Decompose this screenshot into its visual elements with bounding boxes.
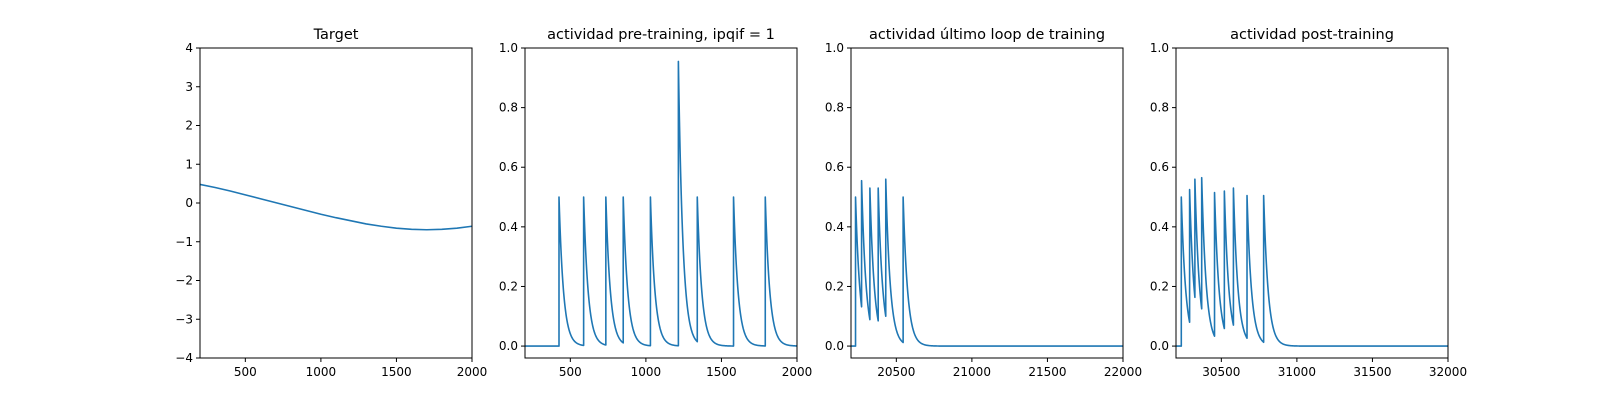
- x-tick-label: 1500: [381, 365, 412, 379]
- series-line: [525, 60, 797, 347]
- y-tick-label: 0.6: [499, 160, 518, 174]
- last-training-loop-panel: actividad último loop de training 20500 2…: [825, 27, 1142, 379]
- panel-title: actividad pre-training, ipqif = 1: [547, 27, 775, 43]
- panel-title: Target: [313, 27, 359, 43]
- y-tick-label: 1: [185, 157, 193, 171]
- post-training-panel: actividad post-training 30500 31000 31500 3…: [1150, 27, 1467, 379]
- x-tick-label: 21000: [953, 365, 991, 379]
- x-tick-label: 2000: [782, 365, 813, 379]
- x-tick-label: 1500: [706, 365, 737, 379]
- y-tick-label: 0.4: [499, 220, 518, 234]
- x-tick-label: 22000: [1104, 365, 1142, 379]
- y-tick-label: 1.0: [499, 41, 518, 55]
- y-tick-label: −4: [175, 351, 193, 365]
- plot-area: 20500 21000 21500 22000 0.0 0.2 0.4 0.6 0.8 1.0: [825, 41, 1142, 379]
- y-tick-label: −1: [175, 235, 193, 249]
- x-tick-label: 21500: [1028, 365, 1066, 379]
- plot-area: 500 1000 1500 2000 −4 −3 −2 −1 0 1 2 3 4: [175, 41, 487, 379]
- y-tick-label: 0.8: [1150, 101, 1169, 115]
- y-tick-label: 0.2: [499, 279, 518, 293]
- plot-area: 30500 31000 31500 32000 0.0 0.2 0.4 0.6 0.8 1.0: [1150, 41, 1467, 379]
- series-line: [200, 183, 472, 231]
- x-tick-label: 31500: [1353, 365, 1391, 379]
- series-line: [1176, 176, 1448, 347]
- x-tick-label: 31000: [1278, 365, 1316, 379]
- panel-title: actividad post-training: [1230, 27, 1394, 43]
- x-tick-label: 500: [234, 365, 257, 379]
- y-tick-label: 0.6: [825, 160, 844, 174]
- y-tick-label: 0.4: [825, 220, 844, 234]
- axes-frame: [524, 47, 798, 359]
- x-tick-label: 1000: [306, 365, 337, 379]
- series-line: [851, 178, 1123, 347]
- x-tick-label: 32000: [1429, 365, 1467, 379]
- y-tick-label: 4: [185, 41, 193, 55]
- x-tick-label: 20500: [877, 365, 915, 379]
- y-tick-label: 0.0: [825, 339, 844, 353]
- x-tick-label: 2000: [457, 365, 488, 379]
- y-tick-label: −3: [175, 312, 193, 326]
- y-tick-label: 0.2: [1150, 279, 1169, 293]
- axes-frame: [850, 47, 1124, 359]
- y-tick-label: 1.0: [825, 41, 844, 55]
- y-tick-label: 0.2: [825, 279, 844, 293]
- y-tick-label: 0.8: [499, 101, 518, 115]
- target-panel: Target 500 1000 1500 2000 −4 −3 −2 −1 0 1 2 3 4: [175, 27, 487, 379]
- y-tick-label: 0: [185, 196, 193, 210]
- y-tick-label: 0.0: [499, 339, 518, 353]
- y-tick-label: 0.4: [1150, 220, 1169, 234]
- y-tick-label: 0.6: [1150, 160, 1169, 174]
- y-tick-label: 0.8: [825, 101, 844, 115]
- plot-area: 500 1000 1500 2000 0.0 0.2 0.4 0.6 0.8 1.0: [499, 41, 812, 379]
- panel-title: actividad último loop de training: [869, 27, 1105, 43]
- y-tick-label: −2: [175, 274, 193, 288]
- y-tick-label: 2: [185, 119, 193, 133]
- axes-frame: [1175, 47, 1449, 359]
- y-tick-label: 1.0: [1150, 41, 1169, 55]
- y-tick-label: 3: [185, 80, 193, 94]
- x-tick-label: 1000: [631, 365, 662, 379]
- y-tick-label: 0.0: [1150, 339, 1169, 353]
- pre-training-panel: actividad pre-training, ipqif = 1 500 100…: [499, 27, 812, 379]
- x-tick-label: 30500: [1202, 365, 1240, 379]
- x-tick-label: 500: [559, 365, 582, 379]
